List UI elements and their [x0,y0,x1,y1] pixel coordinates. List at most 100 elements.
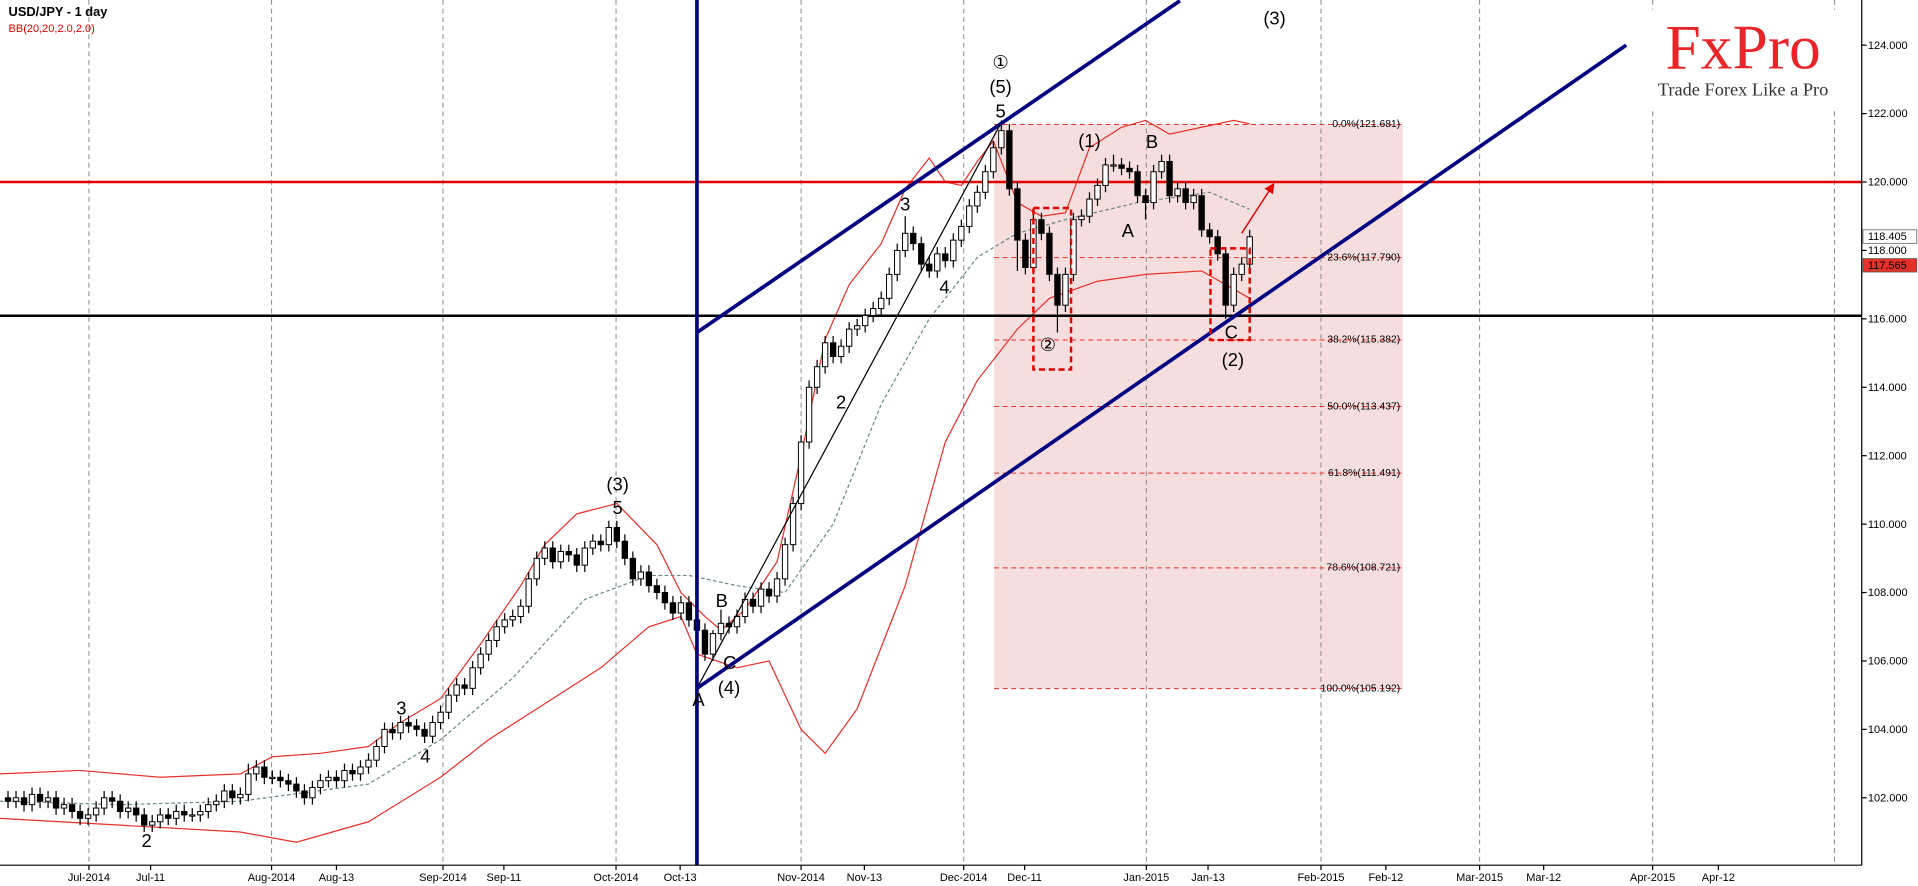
candle-body [773,578,781,597]
candle-body [1078,215,1085,221]
candle-body [813,366,821,388]
candle-body [878,297,885,310]
y-tick-label: 104.000 [1868,724,1908,736]
candle-body [829,342,837,357]
candle-body [781,544,789,580]
candle-body [4,797,12,802]
candle-body [613,527,621,542]
trendline [696,123,1002,689]
x-tick-label: Dec-2014 [940,872,988,884]
x-tick-label: Aug-2014 [248,872,296,884]
candle-body [1046,232,1053,275]
candle-body [701,629,709,655]
candle-body [20,797,28,806]
wave-label: 4 [939,277,949,298]
candle-body [709,633,717,655]
candle-body [950,239,957,262]
wave-label: 5 [613,497,623,518]
candle-body [365,759,372,768]
candle-body [645,571,653,587]
candle-body [565,550,572,556]
x-tick-label: Mar-2015 [1456,872,1503,884]
fibonacci-label: 78.6%(108.721) [1326,563,1400,574]
fibonacci-label: 100.0%(105.192) [1321,683,1401,694]
candle-body [68,804,76,812]
wave-label: (2) [1222,349,1244,370]
candle-body [349,769,356,775]
highlight-box [1032,206,1073,371]
candle-body [493,626,500,641]
candle-body [573,554,580,566]
wave-label: (1) [1078,130,1100,151]
wave-label: (4) [718,677,740,698]
indicator-label: BB(20,20,2.0,2.0) [9,23,95,35]
candle-body [261,766,268,778]
candle-body [445,694,452,713]
fibonacci-label: 38.2%(115.382) [1327,335,1400,346]
bollinger-band [0,270,1251,843]
candle-body [1094,184,1101,200]
candle-body [253,766,260,775]
candle-body [157,814,164,823]
candle-body [76,810,84,819]
candle-body [317,780,324,789]
candle-body [1198,195,1205,231]
x-tick-label: Aug-13 [319,872,354,884]
candle-body [1126,167,1133,173]
candle-body [845,328,853,347]
candle-body [181,810,188,816]
candle-body [685,602,693,621]
candle-body [733,615,741,628]
wave-label: 3 [900,193,910,214]
candle-body [661,592,669,604]
candle-body [221,790,228,802]
x-tick-label: Nov-13 [847,872,882,884]
candle-body [133,807,140,816]
candle-body [926,263,933,272]
wave-label: 3 [396,698,406,719]
candle-body [1062,273,1069,306]
candle-body [1118,164,1125,169]
y-tick-label: 120.000 [1868,177,1908,189]
price-marker [1862,258,1918,273]
candle-body [677,602,685,614]
wave-label: (5) [989,76,1011,97]
candle-body [245,773,252,795]
candle-body [141,814,148,826]
fibonacci-label: 23.6%(117.790) [1327,252,1400,263]
candle-body [1174,188,1181,197]
candle-body [477,653,484,669]
candle-body [557,550,564,563]
candle-body [533,557,540,580]
candle-body [12,797,20,802]
candle-body [229,790,236,799]
candle-body [381,728,388,747]
candle-body [605,527,613,546]
plot-area: 0.0%(121.681) 23.6%(117.790) 38.2%(115.382… [0,0,1862,866]
candle-body [757,588,765,607]
candle-body [982,171,989,193]
x-tick-label: Sep-11 [487,872,522,884]
candle-body [1086,198,1093,217]
x-tick-label: Apr-12 [1702,872,1735,884]
x-tick-label: Sep-2014 [419,872,467,884]
fibonacci-label: 50.0%(113.437) [1327,401,1400,412]
highlight-box [1209,247,1251,342]
x-tick-label: Feb-12 [1368,872,1403,884]
candle-body [637,571,645,580]
wave-label: (3) [606,474,628,495]
candle-body [189,814,196,817]
wave-label: A [692,689,705,710]
candle-body [389,728,396,734]
candle-body [717,622,725,635]
candle-body [108,797,116,802]
wave-label: ① [992,51,1008,72]
candle-body [84,814,92,819]
candle-body [373,745,380,761]
candle-body [1110,164,1117,167]
x-tick-label: Apr-2015 [1630,872,1675,884]
candle-body [237,793,244,799]
candle-body [405,722,412,727]
candle-body [621,540,629,559]
